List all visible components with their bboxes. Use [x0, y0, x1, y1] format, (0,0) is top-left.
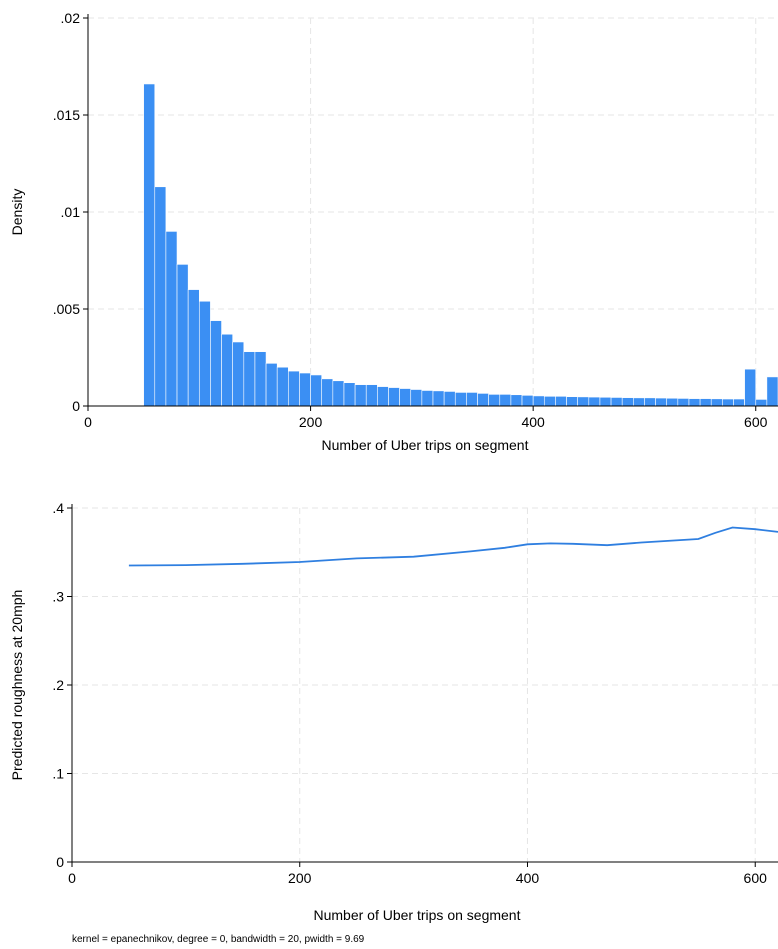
line-x-tick-label-3: 600: [744, 870, 768, 886]
histogram-bar: [354, 384, 367, 407]
roughness-curve: [128, 526, 778, 567]
histogram-bar-tail-0: [744, 368, 757, 407]
histogram-bar: [755, 399, 768, 407]
line-y-tick-label-4: .4: [52, 500, 64, 516]
histogram-bar: [388, 387, 400, 407]
histogram-y-tick-label-1: .005: [53, 301, 80, 317]
histogram-panel: 0 .005 .01 .015 .02 0 200 400 600 Number of Uber…: [9, 10, 778, 453]
kernel-note: kernel = epanechnikov, degree = 0, bandw…: [72, 934, 365, 945]
line-x-tick-label-1: 200: [288, 870, 312, 886]
histogram-bar: [343, 382, 356, 407]
histogram-bar: [410, 389, 423, 407]
line-y-axis-title: Predicted roughness at 20mph: [9, 590, 25, 781]
histogram-bar: [143, 83, 156, 407]
histogram-bar: [710, 398, 723, 407]
histogram-bar: [655, 397, 668, 407]
histogram-bar: [243, 351, 256, 407]
histogram-bar: [466, 392, 478, 407]
line-x-tick-label-2: 400: [516, 870, 540, 886]
line-y-tick-label-0: 0: [56, 854, 64, 870]
histogram-x-tick-label-0: 0: [84, 414, 92, 430]
histogram-bar: [666, 397, 679, 407]
histogram-bar: [699, 398, 712, 407]
histogram-bar: [443, 391, 456, 407]
histogram-bar: [644, 397, 656, 407]
histogram-bar: [477, 393, 489, 407]
histogram-bar: [232, 341, 245, 407]
histogram-bar: [176, 264, 189, 407]
line-axes: [71, 504, 778, 863]
histogram-bar: [555, 395, 567, 407]
histogram-bar: [499, 394, 512, 407]
histogram-axes: [87, 14, 778, 407]
histogram-bar: [187, 289, 200, 407]
histogram-bar: [321, 378, 334, 407]
histogram-bar: [276, 366, 289, 407]
histogram-bar: [210, 320, 222, 407]
histogram-bar: [543, 395, 556, 407]
histogram-bar: [288, 370, 300, 407]
histogram-bar: [299, 372, 311, 407]
line-x-tick-label-0: 0: [68, 870, 76, 886]
histogram-bar: [577, 396, 590, 407]
histogram-bar: [377, 386, 389, 407]
histogram-bar: [532, 395, 545, 407]
histogram-bar: [165, 231, 178, 407]
line-x-axis-title: Number of Uber trips on segment: [314, 907, 521, 923]
histogram-x-tick-label-1: 200: [299, 414, 323, 430]
histogram-bar: [254, 351, 267, 407]
histogram-bar: [521, 395, 534, 407]
histogram-bar: [432, 390, 445, 407]
histogram-ticks: 0 .005 .01 .015 .02 0 200 400 600: [53, 10, 768, 430]
histogram-bar: [599, 396, 612, 407]
histogram-bar: [510, 394, 523, 407]
line-gridlines: [71, 507, 778, 862]
histogram-bar-tail-1: [766, 376, 778, 407]
histogram-x-tick-label-3: 600: [744, 414, 768, 430]
histogram-bar: [488, 394, 501, 407]
histogram-bar: [621, 397, 634, 407]
histogram-y-tick-label-0: 0: [72, 398, 80, 414]
histogram-bar: [154, 186, 167, 407]
histogram-y-tick-label-2: .01: [61, 204, 81, 220]
histogram-bar: [198, 300, 211, 407]
histogram-bar: [610, 397, 623, 407]
histogram-bar: [332, 380, 345, 407]
line-ticks: 0 .1 .2 .3 .4 0 200 400 600: [52, 500, 767, 886]
histogram-bar: [733, 398, 745, 407]
histogram-y-tick-label-4: .02: [61, 10, 81, 26]
line-panel: 0 .1 .2 .3 .4 0 200 400 600 Number of Uber trips…: [9, 500, 778, 945]
histogram-y-axis-title: Density: [9, 189, 25, 236]
histogram-bar: [421, 390, 434, 407]
histogram-bar: [677, 398, 690, 407]
histogram-bar: [221, 333, 233, 407]
histogram-bar: [633, 397, 645, 407]
histogram-x-axis-title: Number of Uber trips on segment: [322, 437, 529, 453]
histogram-x-tick-label-2: 400: [521, 414, 545, 430]
histogram-y-tick-label-3: .015: [53, 107, 80, 123]
histogram-bar: [588, 396, 601, 407]
histogram-bar: [454, 392, 467, 407]
histogram-bar: [399, 388, 412, 407]
histogram-bar: [688, 398, 701, 407]
histogram-bar: [722, 398, 734, 407]
histogram-bar: [310, 374, 323, 407]
histogram-bar: [265, 363, 278, 407]
line-y-tick-label-2: .2: [52, 677, 64, 693]
histogram-bar: [566, 396, 578, 407]
histogram-bars: [143, 83, 778, 407]
line-y-tick-label-3: .3: [52, 589, 64, 605]
histogram-bar: [365, 384, 378, 407]
line-y-tick-label-1: .1: [52, 766, 64, 782]
